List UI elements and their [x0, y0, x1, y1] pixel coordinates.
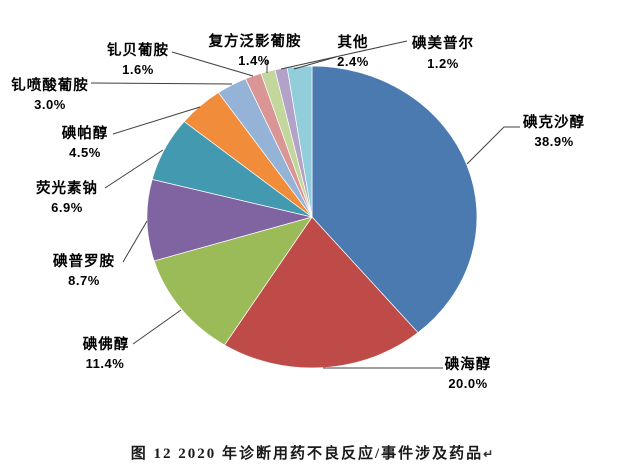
slice-label-5: 碘帕醇 — [61, 124, 109, 142]
slice-label-8: 复方泛影葡胺 — [208, 32, 302, 50]
slice-label-6: 钆喷酸葡胺 — [11, 76, 89, 94]
leader-line-5 — [112, 106, 201, 135]
slice-percent-2: 11.4% — [86, 356, 125, 371]
slice-percent-10: 2.4% — [337, 54, 369, 69]
leader-line-4 — [104, 149, 164, 189]
slice-label-10: 其他 — [338, 33, 369, 51]
slice-percent-7: 1.6% — [122, 62, 154, 77]
slice-label-2: 碘佛醇 — [82, 335, 130, 353]
slice-percent-5: 4.5% — [69, 145, 101, 160]
leader-line-2 — [132, 309, 182, 345]
pie-slice-0 — [311, 65, 478, 334]
figure-caption: 图 12 2020 年诊断用药不良反应/事件涉及药品↵ — [0, 442, 624, 463]
slice-percent-8: 1.4% — [238, 53, 270, 68]
leader-line-0 — [466, 126, 520, 165]
slice-percent-0: 38.9% — [534, 134, 573, 149]
slice-label-3: 碘普罗胺 — [52, 252, 115, 270]
paragraph-return-mark: ↵ — [483, 447, 494, 461]
slice-label-0: 碘克沙醇 — [522, 113, 585, 131]
leader-line-7 — [171, 51, 254, 77]
pie-slice-3 — [146, 178, 313, 262]
slice-label-9: 碘美普尔 — [411, 34, 474, 52]
slice-percent-3: 8.7% — [68, 273, 100, 288]
slice-percent-1: 20.0% — [448, 376, 487, 391]
slice-percent-6: 3.0% — [34, 97, 66, 112]
leader-line-10 — [293, 56, 337, 70]
slice-label-7: 钆贝葡胺 — [107, 41, 169, 59]
slice-percent-9: 1.2% — [427, 56, 459, 71]
leader-line-9 — [280, 40, 408, 70]
leader-line-3 — [122, 220, 148, 263]
pie-slice-2 — [153, 216, 313, 346]
slice-percent-4: 6.9% — [51, 200, 83, 215]
slice-label-1: 碘海醇 — [444, 355, 492, 373]
slice-label-4: 荧光素钠 — [36, 179, 98, 197]
leader-line-6 — [90, 82, 233, 85]
figure-caption-text: 图 12 2020 年诊断用药不良反应/事件涉及药品 — [130, 446, 484, 462]
